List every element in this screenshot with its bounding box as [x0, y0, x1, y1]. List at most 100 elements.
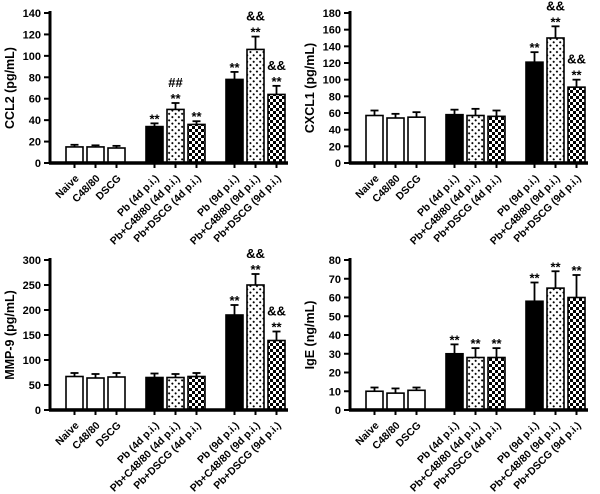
- bar-ccl2-2: [107, 147, 126, 163]
- y-tick-label: 60: [329, 108, 341, 120]
- y-tick-label: 30: [329, 349, 341, 361]
- y-tick-label: 40: [29, 115, 41, 127]
- sig-ige-6: **: [529, 271, 540, 286]
- sig-ccl2-7: &&: [246, 9, 265, 24]
- bar-ige-0: [365, 390, 384, 410]
- y-tick-label: 100: [23, 355, 41, 367]
- bar-ccl2-5: [187, 123, 206, 163]
- bar-cxcl1-8: [567, 86, 586, 163]
- bar-ige-5: [487, 356, 506, 410]
- bar-cxcl1-3: [445, 113, 464, 163]
- y-tick-label: 0: [35, 158, 41, 170]
- sig-ccl2-6: **: [229, 60, 240, 75]
- panel-ige: 0 10 20 30 40 50 60 70 80 IgE (ng/mL) Naive C48/80 D…: [300, 247, 600, 494]
- y-axis-label: CXCL1 (pg/mL): [303, 43, 317, 133]
- y-tick-label: 100: [23, 51, 41, 63]
- y-tick-label: 120: [23, 29, 41, 41]
- bar-cxcl1-6: [525, 61, 544, 163]
- bar-ccl2-7: [246, 48, 265, 163]
- bar-ccl2-6: [225, 78, 244, 163]
- bar-mmp9-8: [267, 339, 286, 410]
- bar-ige-2: [407, 389, 426, 410]
- y-tick-label: 80: [329, 255, 341, 267]
- y-tick-label: 0: [335, 158, 341, 170]
- sig-mmp9-7: &&: [246, 247, 265, 261]
- y-tick-label: 300: [23, 255, 41, 267]
- bar-cxcl1-7: [546, 37, 565, 163]
- y-tick-label: 150: [23, 330, 41, 342]
- sig-cxcl1-8: &&: [567, 52, 586, 67]
- y-tick-label: 160: [323, 25, 341, 37]
- bar-ccl2-0: [65, 146, 84, 163]
- bar-cxcl1-5: [487, 115, 506, 163]
- sig-cxcl1-7: &&: [546, 0, 565, 13]
- sig-ccl2-4: **: [170, 91, 181, 106]
- bar-cxcl1-1: [386, 117, 405, 163]
- bar-mmp9-1: [86, 377, 105, 410]
- bar-mmp9-2: [107, 376, 126, 410]
- sig-ccl2-5: **: [191, 109, 202, 124]
- bar-mmp9-7: [246, 284, 265, 410]
- y-axis-label: IgE (ng/mL): [303, 301, 317, 370]
- y-tick-label: 50: [29, 380, 41, 392]
- sig-ige-5: **: [491, 336, 502, 351]
- y-axis-label: CCL2 (pg/mL): [3, 47, 17, 129]
- y-tick-label: 120: [323, 58, 341, 70]
- y-tick-label: 180: [323, 8, 341, 20]
- y-tick-label: 50: [329, 311, 341, 323]
- sig-ige-4: **: [470, 336, 481, 351]
- bar-mmp9-5: [187, 375, 206, 410]
- sig-ige-8: **: [571, 263, 582, 278]
- sig-ccl2-8: &&: [267, 58, 286, 73]
- y-tick-label: 10: [329, 386, 341, 398]
- y-tick-label: 100: [323, 75, 341, 87]
- y-tick-label: 80: [29, 72, 41, 84]
- y-tick-label: 140: [323, 41, 341, 53]
- y-tick-label: 40: [329, 125, 341, 137]
- bar-mmp9-3: [145, 376, 164, 410]
- bar-ige-4: [466, 356, 485, 410]
- bar-ccl2-3: [145, 125, 164, 163]
- y-tick-label: 140: [23, 8, 41, 20]
- y-tick-label: 70: [329, 274, 341, 286]
- sig-mmp9-8: &&: [267, 304, 286, 319]
- sig-ccl2-7: **: [250, 25, 261, 40]
- bar-ige-6: [525, 300, 544, 410]
- y-tick-label: 20: [329, 141, 341, 153]
- y-tick-label: 20: [29, 137, 41, 149]
- bar-ige-8: [567, 296, 586, 410]
- y-tick-label: 40: [329, 330, 341, 342]
- y-tick-label: 250: [23, 280, 41, 292]
- y-tick-label: 0: [335, 405, 341, 417]
- bar-ige-7: [546, 287, 565, 410]
- panel-cxcl1: 0 20 40 60 80 100 120 140 160 180 CXCL1 (pg/mL) Nai…: [300, 0, 600, 247]
- sig-mmp9-6: **: [229, 293, 240, 308]
- bar-ccl2-1: [86, 146, 105, 163]
- sig-cxcl1-6: **: [529, 40, 540, 55]
- y-tick-label: 200: [23, 305, 41, 317]
- bar-cxcl1-0: [365, 114, 384, 163]
- y-axis-label: MMP-9 (pg/mL): [3, 290, 17, 380]
- bar-mmp9-6: [225, 314, 244, 410]
- bar-cxcl1-4: [466, 114, 485, 163]
- sig-cxcl1-7: **: [550, 14, 561, 29]
- y-tick-label: 60: [29, 94, 41, 106]
- sig-ccl2-8: **: [271, 74, 282, 89]
- sig-cxcl1-8: **: [571, 68, 582, 83]
- y-tick-label: 80: [329, 91, 341, 103]
- panel-ccl2: 0 20 40 60 80 100 120 140 CCL2 (pg/mL) Naive C48/8…: [0, 0, 300, 247]
- panel-mmp9: 0 50 100 150 200 250 300 MMP-9 (pg/mL) Naive C48/…: [0, 247, 300, 494]
- y-tick-label: 0: [35, 405, 41, 417]
- sig-ige-3: **: [449, 332, 460, 347]
- sig-mmp9-7: **: [250, 262, 261, 277]
- sig-ccl2-3: **: [149, 111, 160, 126]
- bar-ige-3: [445, 352, 464, 410]
- sig-ige-7: **: [550, 259, 561, 274]
- bar-mmp9-4: [166, 376, 185, 410]
- bar-ige-1: [386, 392, 405, 410]
